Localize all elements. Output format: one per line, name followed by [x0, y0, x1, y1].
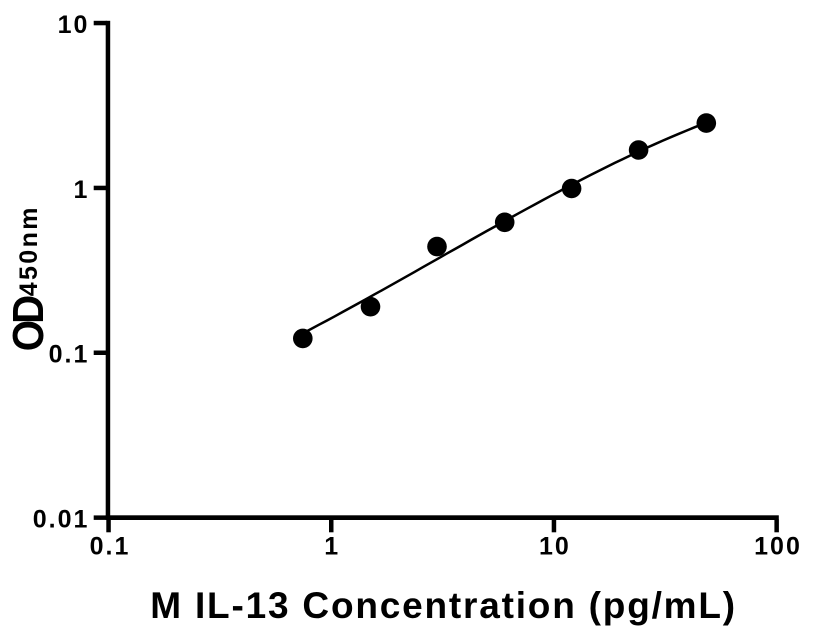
svg-text:0.1: 0.1: [90, 532, 131, 560]
svg-text:100: 100: [754, 532, 802, 560]
svg-text:1: 1: [324, 532, 340, 560]
svg-text:10: 10: [539, 532, 571, 560]
svg-text:0.01: 0.01: [33, 506, 90, 534]
svg-text:10: 10: [58, 11, 90, 39]
svg-text:OD: OD: [3, 296, 52, 351]
svg-text:M IL-13 Concentration (pg/mL): M IL-13 Concentration (pg/mL): [150, 585, 737, 626]
svg-text:0.1: 0.1: [49, 341, 90, 369]
svg-text:1: 1: [73, 176, 89, 204]
svg-text:450nm: 450nm: [15, 205, 43, 296]
